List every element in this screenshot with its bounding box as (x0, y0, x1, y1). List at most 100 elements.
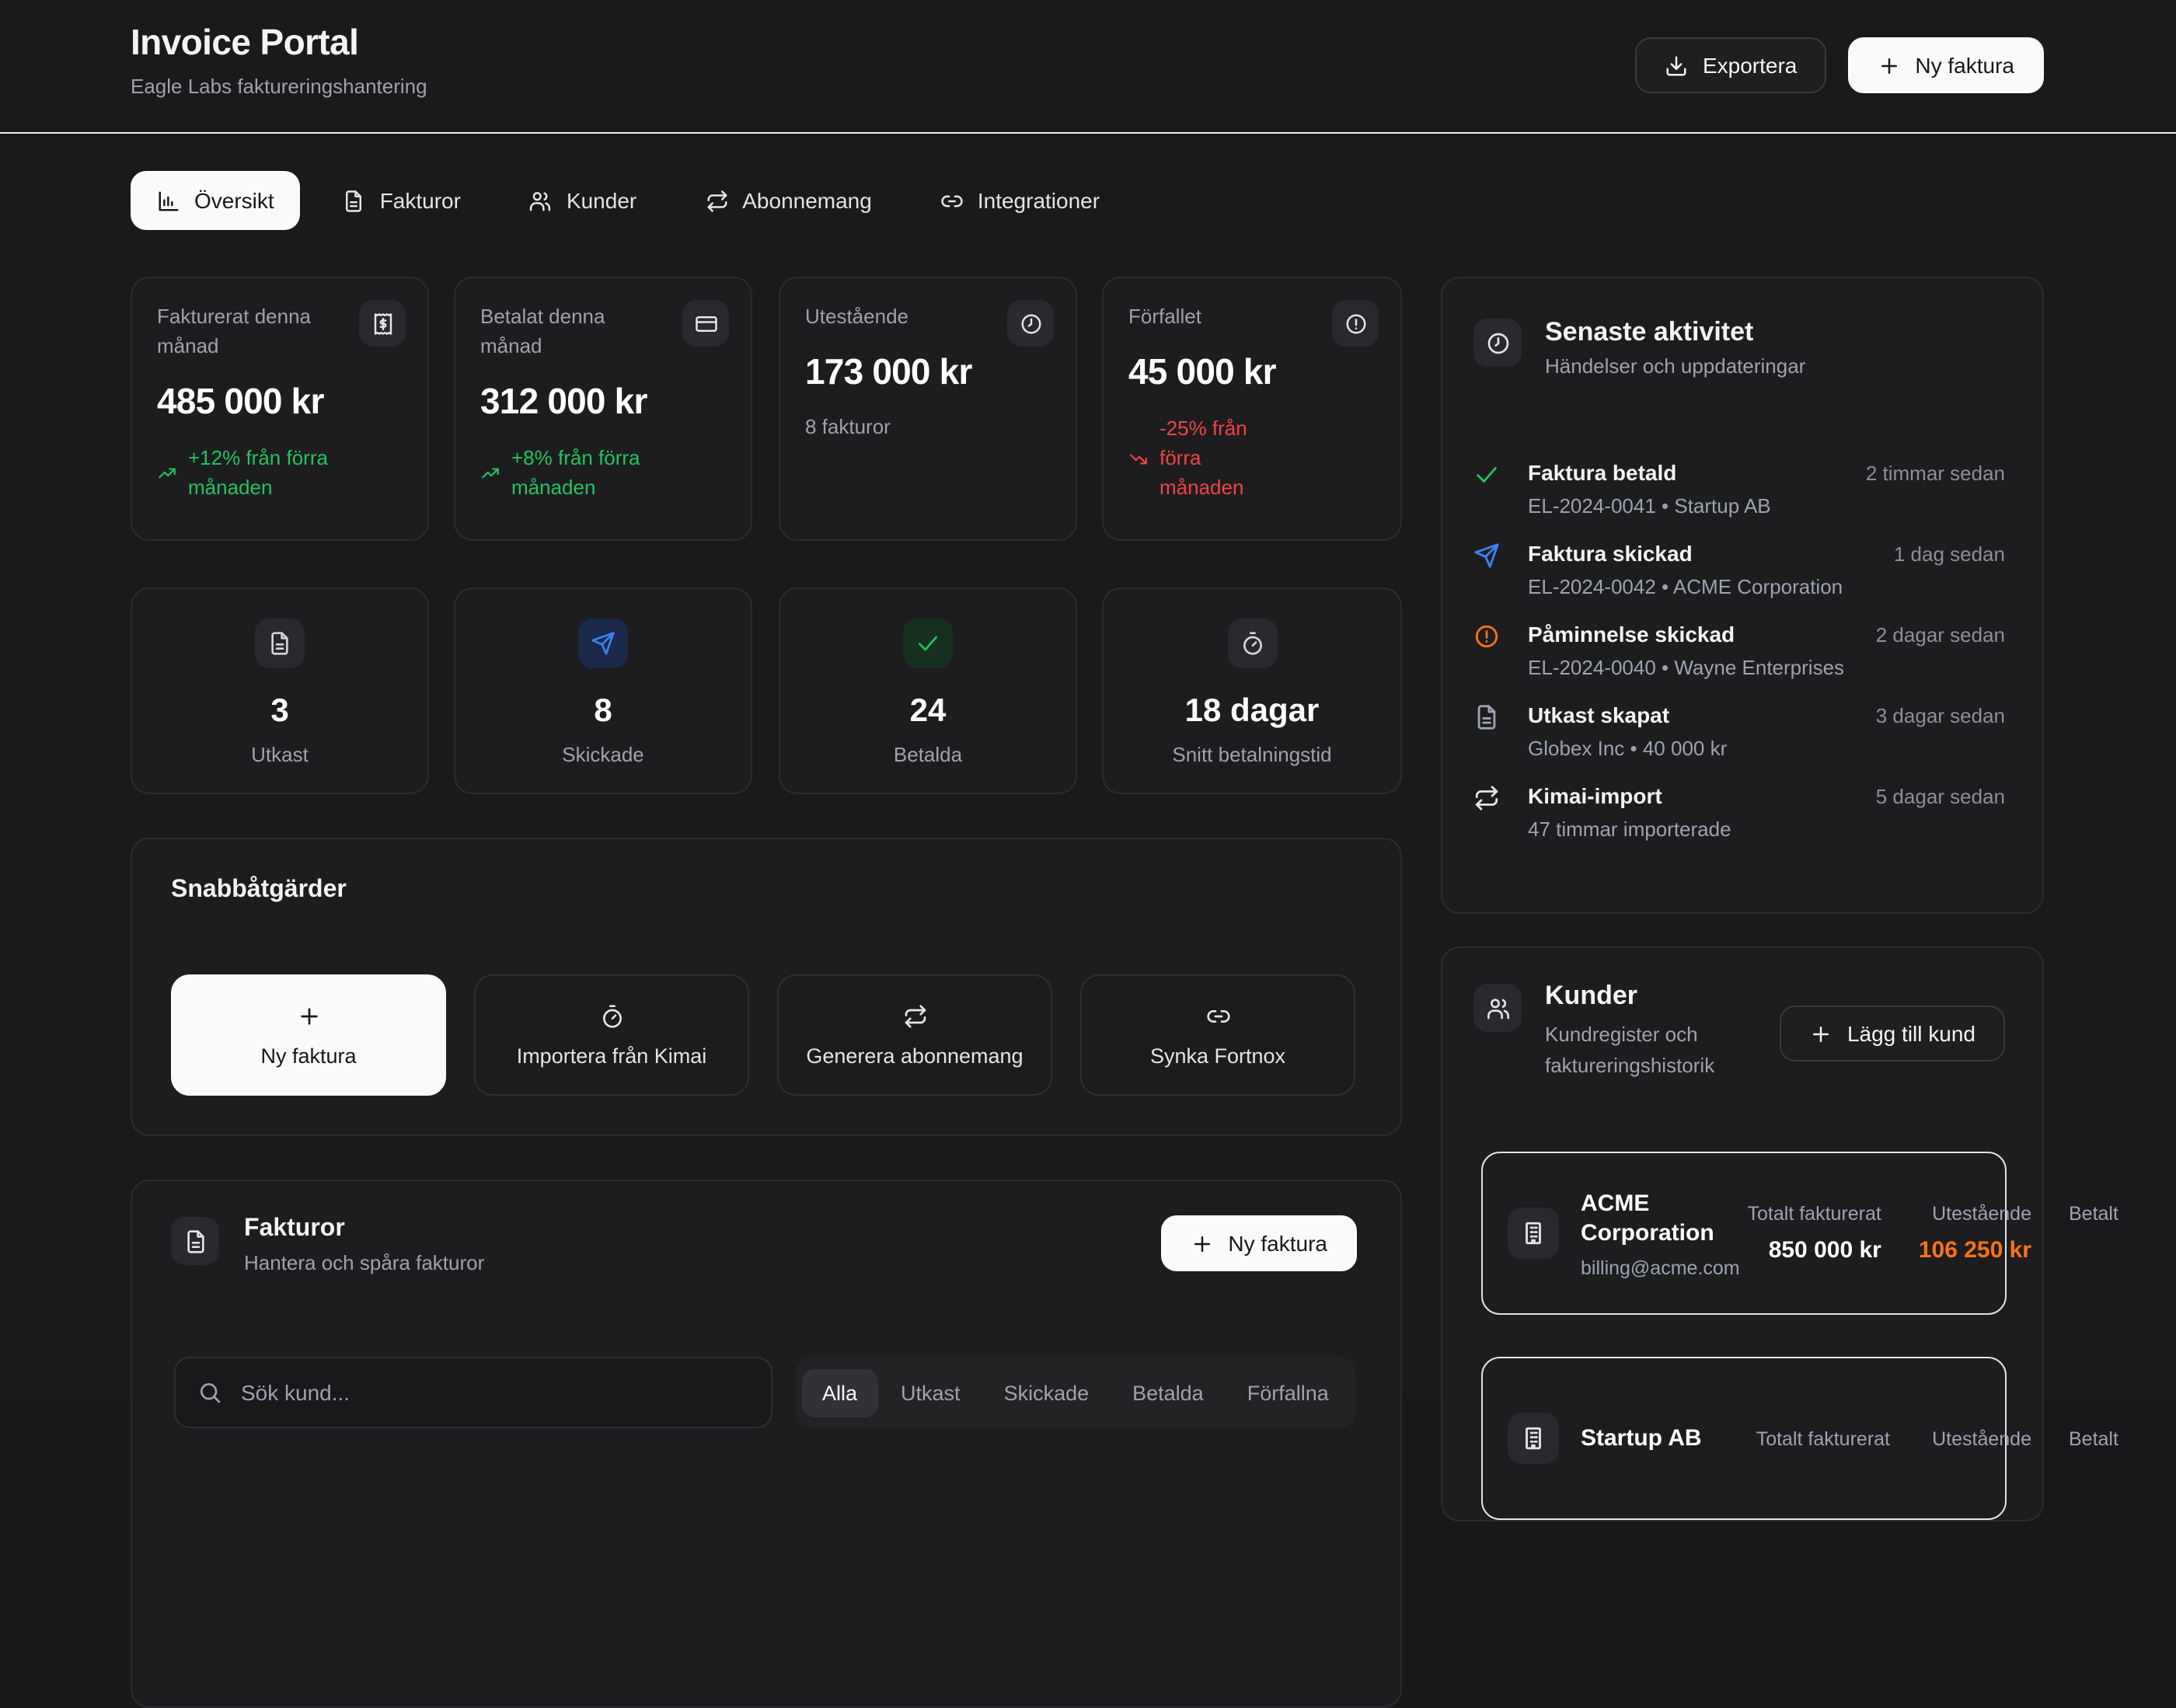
quick-actions-row: Ny faktura Importera från Kimai Generera… (171, 974, 1355, 1096)
file-text-icon (343, 189, 366, 212)
file-text-icon (255, 619, 305, 668)
count-card-avg-payment: 18 dagar Snitt betalningstid (1102, 587, 1402, 794)
col-invoiced-label: Totalt fakturerat (1756, 1427, 1890, 1449)
tab-integrationer[interactable]: Integrationer (914, 171, 1126, 230)
quick-new-invoice-button[interactable]: Ny faktura (171, 974, 446, 1096)
stat-card-outstanding: Utestående 173 000 kr 8 fakturor (779, 277, 1077, 541)
count-value: 8 (594, 693, 612, 729)
stat-label: Utestående (805, 305, 908, 328)
main-nav-tabs: Översikt Fakturor Kunder Abonnemang Inte… (131, 171, 1126, 230)
filter-betalda[interactable]: Betalda (1132, 1381, 1204, 1404)
invoices-subtitle: Hantera och spåra fakturor (244, 1251, 485, 1274)
customers-panel: Kunder Kundregister och faktureringshist… (1441, 946, 2118, 1522)
tab-abonnemang[interactable]: Abonnemang (678, 171, 898, 230)
tab-oversikt[interactable]: Översikt (131, 171, 301, 230)
activity-item-meta: EL-2024-0041 • Startup AB (1528, 494, 1771, 518)
plus-icon (1191, 1232, 1214, 1255)
quick-action-label: Ny faktura (260, 1044, 357, 1067)
send-icon (578, 619, 628, 668)
stat-card-paid: Betalat denna månad 312 000 kr +8% från … (454, 277, 752, 541)
export-button[interactable]: Exportera (1635, 37, 1827, 93)
stat-value: 485 000 kr (157, 380, 324, 421)
count-value: 24 (909, 693, 947, 729)
activity-item-title: Faktura skickad (1528, 541, 1693, 566)
plus-icon (1878, 54, 1901, 77)
new-invoice-button-section[interactable]: Ny faktura (1161, 1215, 1357, 1271)
timer-icon (1227, 619, 1277, 668)
customer-outstanding-value: 106 250 kr (1918, 1237, 2031, 1264)
customer-card-startup[interactable]: Startup AB Totalt fakturerat Utestående … (1481, 1357, 2118, 1520)
count-card-sent: 8 Skickade (454, 587, 752, 794)
tab-label: Kunder (566, 188, 637, 213)
activity-item-title: Kimai-import (1528, 783, 1662, 808)
tab-fakturor[interactable]: Fakturor (316, 171, 487, 230)
new-invoice-button-label: Ny faktura (1915, 53, 2014, 78)
filter-alla[interactable]: Alla (802, 1368, 878, 1417)
activity-item-title: Påminnelse skickad (1528, 622, 1735, 647)
activity-item-time: 1 dag sedan (1893, 542, 2005, 566)
quick-actions-title: Snabbåtgärder (171, 877, 347, 903)
customer-card-acme[interactable]: ACME Corporation billing@acme.com Totalt… (1481, 1152, 2118, 1315)
count-card-drafts: 3 Utkast (131, 587, 429, 794)
customer-email: billing@acme.com (1581, 1257, 1740, 1278)
new-invoice-button-header[interactable]: Ny faktura (1848, 37, 2044, 93)
activity-item-time: 2 dagar sedan (1875, 623, 2005, 647)
users-icon (529, 189, 553, 212)
filter-forfallna[interactable]: Förfallna (1247, 1381, 1329, 1404)
add-customer-button[interactable]: Lägg till kund (1780, 1006, 2005, 1061)
customer-search (174, 1357, 772, 1428)
plus-icon (1810, 1022, 1833, 1045)
activity-item: Utkast skapat 3 dagar sedan Globex Inc •… (1473, 702, 2005, 760)
filter-utkast[interactable]: Utkast (901, 1381, 961, 1404)
tab-label: Översikt (194, 188, 274, 213)
filter-skickade[interactable]: Skickade (1003, 1381, 1090, 1404)
tab-kunder[interactable]: Kunder (503, 171, 663, 230)
tab-label: Integrationer (977, 188, 1100, 213)
stat-label: Förfallet (1128, 305, 1201, 328)
customer-stats: Totalt fakturerat Utestående Betalt (1745, 1427, 2139, 1449)
clock-icon (1007, 300, 1054, 347)
add-customer-button-label: Lägg till kund (1846, 1021, 1975, 1046)
activity-item-title: Utkast skapat (1528, 702, 1670, 727)
stat-label: Fakturerat denna månad (157, 305, 312, 357)
customer-info: Startup AB (1581, 1424, 1736, 1454)
timer-icon (599, 1003, 624, 1028)
repeat-icon (902, 1003, 927, 1028)
count-value: 3 (270, 693, 289, 729)
activity-item-meta: EL-2024-0040 • Wayne Enterprises (1528, 656, 1845, 679)
count-card-paid: 24 Betalda (779, 587, 1077, 794)
activity-item-time: 2 timmar sedan (1865, 462, 2005, 485)
count-label: Skickade (562, 743, 644, 766)
col-invoiced-label: Totalt fakturerat (1747, 1203, 1881, 1225)
quick-generate-subscriptions-button[interactable]: Generera abonnemang (777, 974, 1052, 1096)
count-label: Snitt betalningstid (1172, 743, 1332, 766)
activity-item-title: Faktura betald (1528, 460, 1677, 485)
stat-card-overdue: Förfallet 45 000 kr -25% från förra måna… (1102, 277, 1402, 541)
tab-label: Abonnemang (742, 188, 872, 213)
activity-subtitle: Händelser och uppdateringar (1545, 354, 1806, 378)
file-text-icon (1473, 704, 1500, 730)
search-icon (197, 1380, 222, 1405)
activity-item-meta: 47 timmar importerade (1528, 817, 1731, 841)
activity-list: Faktura betald 2 timmar sedan EL-2024-00… (1442, 460, 2042, 864)
stat-sub: 8 fakturor (805, 414, 891, 438)
send-icon (1473, 542, 1500, 569)
col-outstanding-label: Utestående (1932, 1427, 2031, 1449)
customers-subtitle: Kundregister och faktureringshistorik (1545, 1023, 1715, 1078)
col-outstanding-label: Utestående (1932, 1203, 2031, 1225)
download-icon (1665, 54, 1689, 77)
building-icon (1508, 1413, 1559, 1464)
search-input[interactable] (238, 1379, 749, 1406)
check-icon (903, 619, 953, 668)
new-invoice-button-label: Ny faktura (1228, 1231, 1327, 1256)
trend-up-icon (480, 463, 500, 483)
alert-circle-icon (1332, 300, 1379, 347)
stat-card-invoiced: Fakturerat denna månad 485 000 kr +12% f… (131, 277, 429, 541)
clock-icon (1473, 319, 1522, 367)
col-paid-label: Betalt (2069, 1427, 2118, 1449)
quick-import-kimai-button[interactable]: Importera från Kimai (474, 974, 749, 1096)
customer-invoiced-value: 850 000 kr (1768, 1237, 1881, 1264)
export-button-label: Exportera (1702, 53, 1798, 78)
receipt-icon (359, 300, 406, 347)
quick-sync-fortnox-button[interactable]: Synka Fortnox (1080, 974, 1355, 1096)
